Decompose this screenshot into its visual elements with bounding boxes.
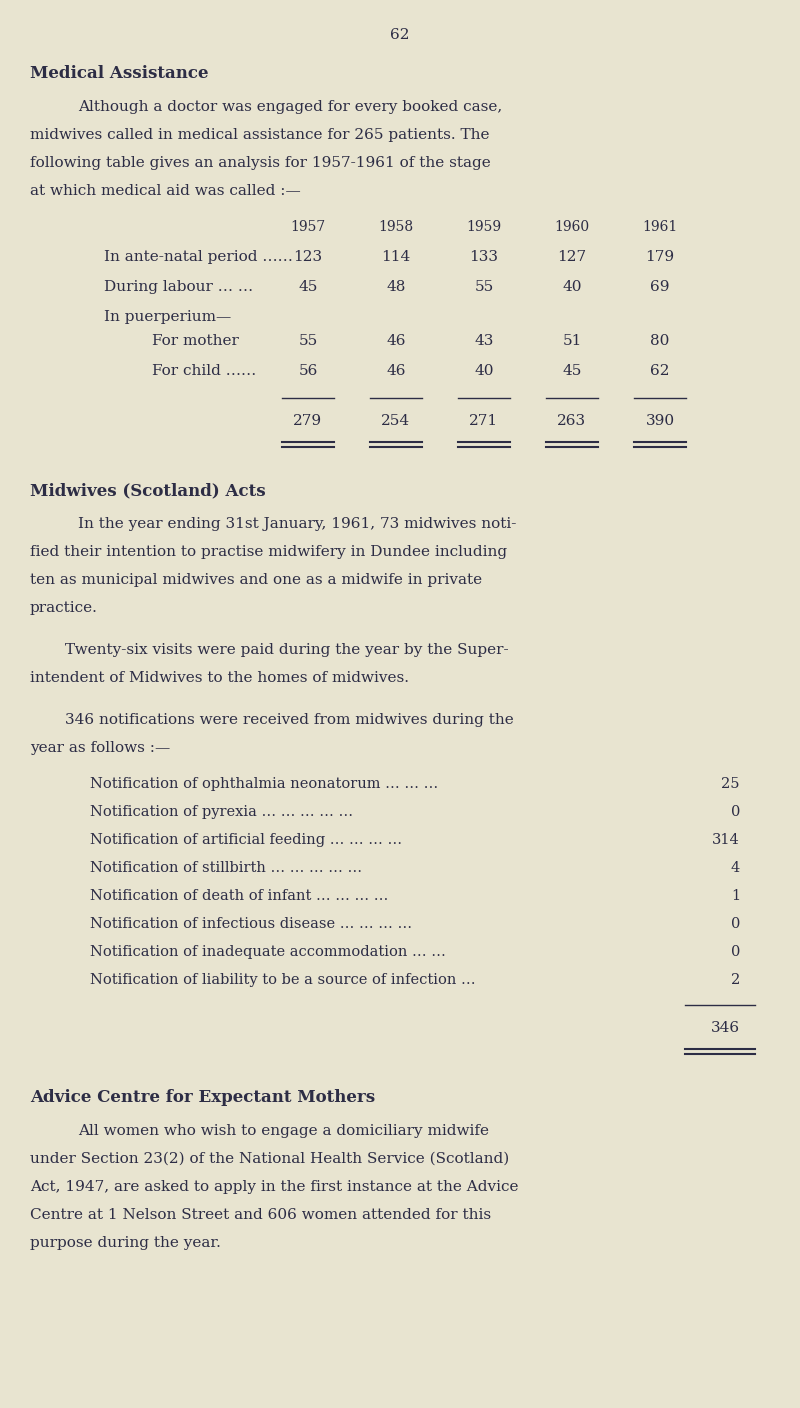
Text: Advice Centre for Expectant Mothers: Advice Centre for Expectant Mothers: [30, 1088, 375, 1107]
Text: Notification of ophthalmia neonatorum … … …: Notification of ophthalmia neonatorum … …: [90, 777, 438, 791]
Text: Notification of death of infant … … … …: Notification of death of infant … … … …: [90, 888, 388, 903]
Text: 45: 45: [562, 365, 582, 377]
Text: 55: 55: [474, 280, 494, 294]
Text: Centre at 1 Nelson Street and 606 women attended for this: Centre at 1 Nelson Street and 606 women …: [30, 1208, 491, 1222]
Text: 127: 127: [558, 251, 586, 265]
Text: All women who wish to engage a domiciliary midwife: All women who wish to engage a domicilia…: [78, 1124, 489, 1138]
Text: For mother: For mother: [152, 334, 239, 348]
Text: 1957: 1957: [290, 220, 326, 234]
Text: 1958: 1958: [378, 220, 414, 234]
Text: 45: 45: [298, 280, 318, 294]
Text: 2: 2: [730, 973, 740, 987]
Text: 56: 56: [298, 365, 318, 377]
Text: 279: 279: [294, 414, 322, 428]
Text: 271: 271: [470, 414, 498, 428]
Text: Notification of infectious disease … … … …: Notification of infectious disease … … ……: [90, 917, 412, 931]
Text: Notification of liability to be a source of infection …: Notification of liability to be a source…: [90, 973, 476, 987]
Text: 0: 0: [730, 805, 740, 819]
Text: 123: 123: [294, 251, 322, 265]
Text: purpose during the year.: purpose during the year.: [30, 1236, 221, 1250]
Text: In the year ending 31st January, 1961, 73 midwives noti-: In the year ending 31st January, 1961, 7…: [78, 517, 516, 531]
Text: 0: 0: [730, 945, 740, 959]
Text: 133: 133: [470, 251, 498, 265]
Text: 0: 0: [730, 917, 740, 931]
Text: 114: 114: [382, 251, 410, 265]
Text: 254: 254: [382, 414, 410, 428]
Text: Notification of stillbirth … … … … …: Notification of stillbirth … … … … …: [90, 862, 362, 874]
Text: 40: 40: [562, 280, 582, 294]
Text: practice.: practice.: [30, 601, 98, 615]
Text: 69: 69: [650, 280, 670, 294]
Text: following table gives an analysis for 1957-1961 of the stage: following table gives an analysis for 19…: [30, 156, 490, 170]
Text: Notification of pyrexia … … … … …: Notification of pyrexia … … … … …: [90, 805, 353, 819]
Text: 46: 46: [386, 365, 406, 377]
Text: 179: 179: [646, 251, 674, 265]
Text: During labour … …: During labour … …: [104, 280, 253, 294]
Text: In ante-natal period ……: In ante-natal period ……: [104, 251, 293, 265]
Text: Although a doctor was engaged for every booked case,: Although a doctor was engaged for every …: [78, 100, 502, 114]
Text: Midwives (Scotland) Acts: Midwives (Scotland) Acts: [30, 482, 266, 498]
Text: 48: 48: [386, 280, 406, 294]
Text: year as follows :—: year as follows :—: [30, 741, 170, 755]
Text: under Section 23(2) of the National Health Service (Scotland): under Section 23(2) of the National Heal…: [30, 1152, 510, 1166]
Text: 62: 62: [390, 28, 410, 42]
Text: 80: 80: [650, 334, 670, 348]
Text: 1961: 1961: [642, 220, 678, 234]
Text: 346 notifications were received from midwives during the: 346 notifications were received from mid…: [65, 712, 514, 727]
Text: 1: 1: [731, 888, 740, 903]
Text: 51: 51: [562, 334, 582, 348]
Text: 263: 263: [558, 414, 586, 428]
Text: ten as municipal midwives and one as a midwife in private: ten as municipal midwives and one as a m…: [30, 573, 482, 587]
Text: Notification of artificial feeding … … … …: Notification of artificial feeding … … ……: [90, 834, 402, 848]
Text: midwives called in medical assistance for 265 patients. The: midwives called in medical assistance fo…: [30, 128, 490, 142]
Text: at which medical aid was called :—: at which medical aid was called :—: [30, 184, 301, 199]
Text: 43: 43: [474, 334, 494, 348]
Text: 1960: 1960: [554, 220, 590, 234]
Text: In puerperium—: In puerperium—: [104, 310, 231, 324]
Text: 25: 25: [722, 777, 740, 791]
Text: 1959: 1959: [466, 220, 502, 234]
Text: 62: 62: [650, 365, 670, 377]
Text: intendent of Midwives to the homes of midwives.: intendent of Midwives to the homes of mi…: [30, 672, 409, 686]
Text: fied their intention to practise midwifery in Dundee including: fied their intention to practise midwife…: [30, 545, 507, 559]
Text: For child ……: For child ……: [152, 365, 256, 377]
Text: 346: 346: [711, 1021, 740, 1035]
Text: 390: 390: [646, 414, 674, 428]
Text: Act, 1947, are asked to apply in the first instance at the Advice: Act, 1947, are asked to apply in the fir…: [30, 1180, 518, 1194]
Text: Notification of inadequate accommodation … …: Notification of inadequate accommodation…: [90, 945, 446, 959]
Text: Twenty-six visits were paid during the year by the Super-: Twenty-six visits were paid during the y…: [65, 643, 509, 658]
Text: 314: 314: [712, 834, 740, 848]
Text: 4: 4: [730, 862, 740, 874]
Text: 40: 40: [474, 365, 494, 377]
Text: 55: 55: [298, 334, 318, 348]
Text: 46: 46: [386, 334, 406, 348]
Text: Medical Assistance: Medical Assistance: [30, 65, 209, 82]
